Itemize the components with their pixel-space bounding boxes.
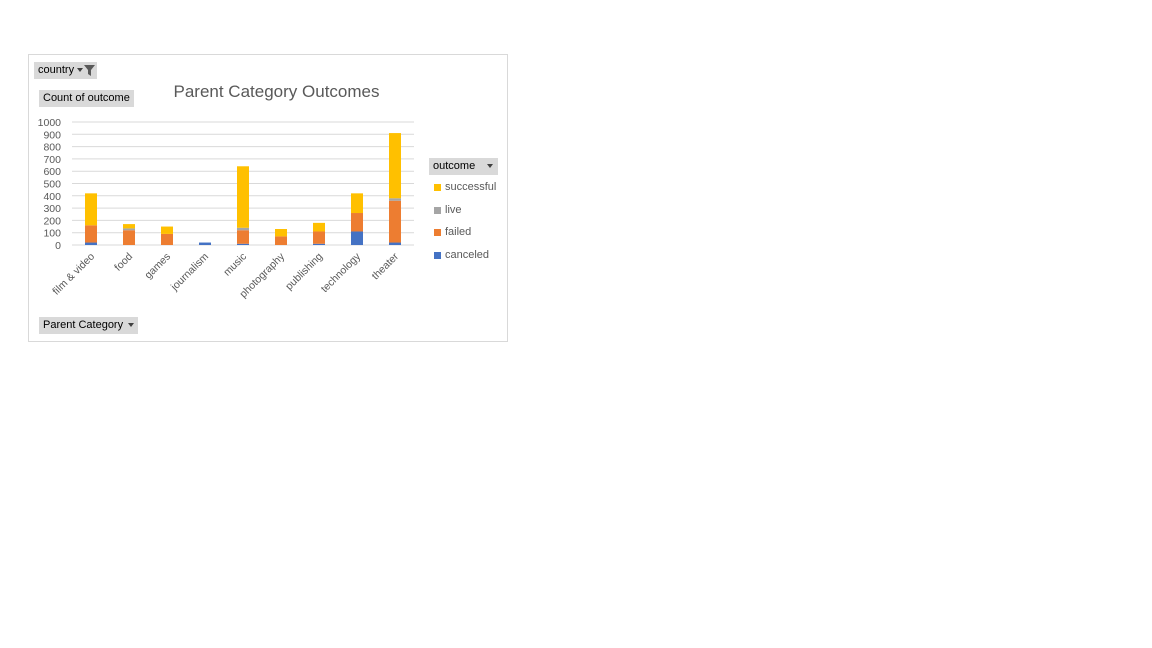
legend-label: canceled [445, 249, 490, 261]
legend-swatch [434, 206, 441, 214]
bar-segment-successful[interactable] [351, 193, 363, 214]
legend-item-live[interactable]: live [434, 204, 462, 216]
x-tick-label: theater [370, 250, 402, 282]
y-tick-label: 600 [43, 166, 61, 178]
bar-segment-successful[interactable] [237, 166, 249, 228]
bar-segment-live[interactable] [123, 228, 135, 231]
y-tick-label: 0 [55, 240, 61, 252]
values-field-label: Count of outcome [43, 92, 130, 104]
bar-segment-failed[interactable] [389, 200, 401, 243]
y-tick-label: 400 [43, 191, 61, 203]
y-tick-label: 100 [43, 228, 61, 240]
bar-segment-failed[interactable] [161, 233, 173, 245]
bar-segment-failed[interactable] [123, 230, 135, 245]
legend-swatch [434, 228, 441, 236]
chart-title: Parent Category Outcomes [173, 82, 380, 101]
y-tick-label: 200 [43, 215, 61, 227]
legend-item-canceled[interactable]: canceled [434, 249, 489, 261]
y-tick-label: 800 [43, 142, 61, 154]
outcome-legend-button[interactable]: outcome [429, 158, 498, 175]
bar-segment-successful[interactable] [123, 224, 135, 229]
x-tick-label: food [112, 251, 135, 274]
bar-segment-failed[interactable] [85, 225, 97, 243]
bar-segment-failed[interactable] [351, 213, 363, 232]
bar-segment-successful[interactable] [313, 222, 325, 232]
legend-label: successful [445, 181, 497, 193]
legend-item-failed[interactable]: failed [434, 226, 471, 238]
x-tick-label: music [221, 251, 249, 279]
bar-segment-failed[interactable] [275, 236, 287, 245]
bar-segment-failed[interactable] [313, 231, 325, 244]
country-filter-button[interactable]: country [34, 62, 98, 79]
legend-label: live [445, 204, 462, 216]
chevron-down-icon [77, 68, 84, 73]
bar-segment-canceled[interactable] [199, 242, 211, 245]
bar-segment-successful[interactable] [275, 229, 287, 237]
legend-item-successful[interactable]: successful [434, 181, 496, 193]
count-of-outcome-button[interactable]: Count of outcome [39, 90, 134, 107]
legend-swatch [434, 183, 441, 191]
y-tick-label: 300 [43, 203, 61, 215]
legend-swatch [434, 251, 441, 259]
axis-field-label: Parent Category [43, 319, 124, 331]
bar-segment-successful[interactable] [85, 193, 97, 226]
bar-segment-canceled[interactable] [237, 243, 249, 245]
bar-segment-canceled[interactable] [85, 242, 97, 245]
legend-field-label: outcome [433, 160, 476, 172]
x-tick-label: technology [319, 250, 364, 295]
legend-label: failed [445, 226, 472, 238]
bar-segment-canceled[interactable] [351, 231, 363, 245]
bar-segment-live[interactable] [237, 227, 249, 231]
x-tick-label: journalism [168, 250, 211, 293]
y-tick-label: 700 [43, 154, 61, 166]
filter-icon [84, 64, 96, 76]
bar-segment-live[interactable] [389, 198, 401, 201]
pivot-chart[interactable]: country Count of outcome Parent Category… [28, 54, 508, 342]
y-tick-label: 1000 [38, 117, 62, 129]
chevron-down-icon [128, 323, 135, 328]
x-tick-label: film & video [50, 251, 97, 298]
chevron-down-icon [487, 164, 494, 169]
bar-segment-failed[interactable] [237, 230, 249, 244]
y-tick-label: 500 [43, 179, 61, 191]
bar-segment-canceled[interactable] [389, 242, 401, 245]
parent-category-button[interactable]: Parent Category [39, 317, 139, 334]
x-tick-label: games [142, 251, 173, 282]
bar-segment-successful[interactable] [389, 133, 401, 199]
bar-segment-canceled[interactable] [313, 243, 325, 245]
y-tick-label: 900 [43, 129, 61, 141]
bar-segment-successful[interactable] [161, 226, 173, 234]
country-filter-label: country [38, 64, 75, 76]
